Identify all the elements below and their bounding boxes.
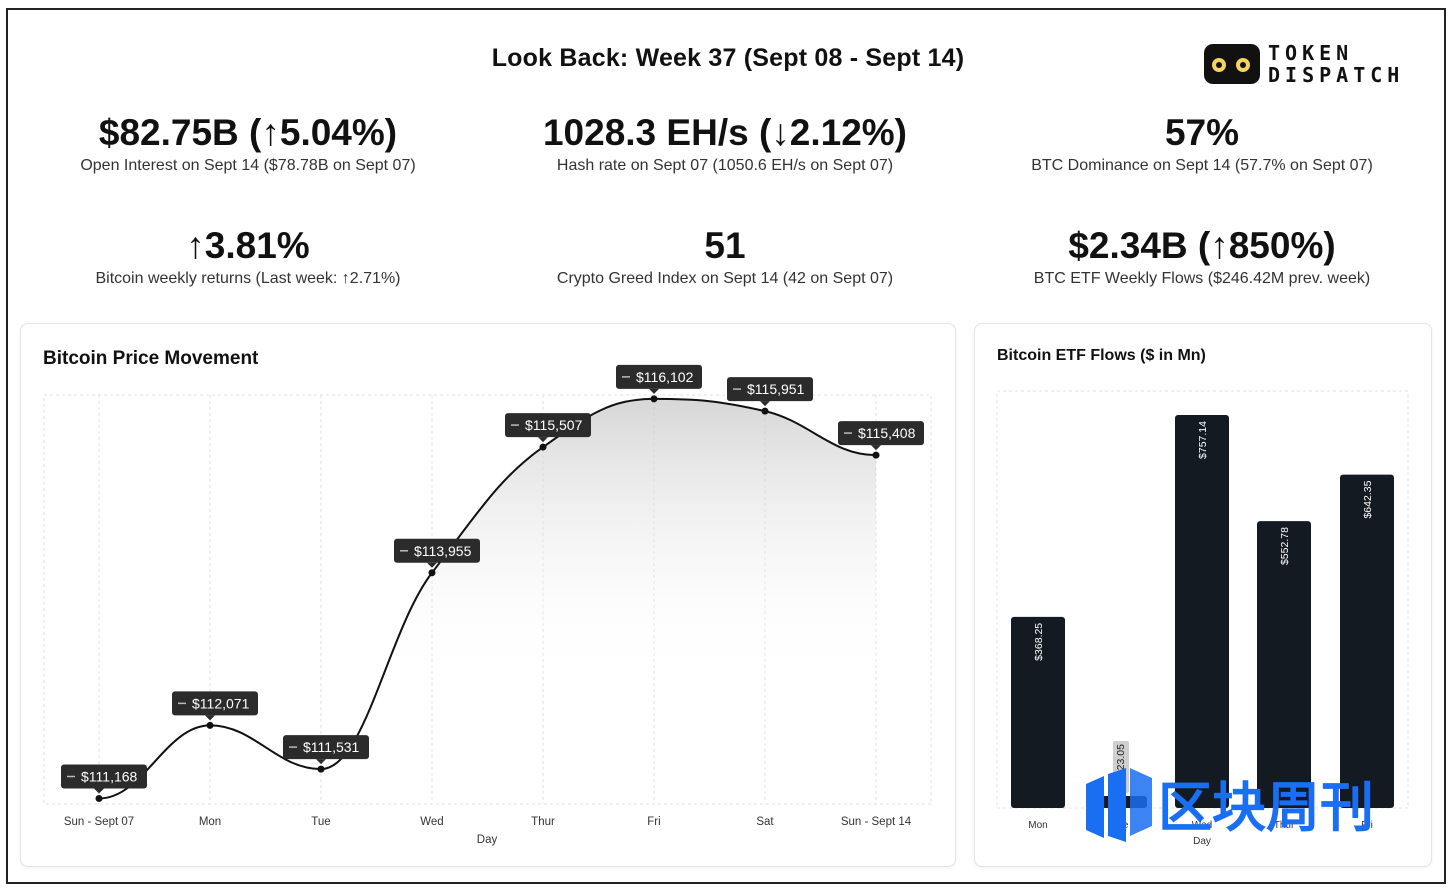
price-point xyxy=(650,395,658,403)
price-tooltip: $111,531 xyxy=(283,735,369,765)
tooltip-pointer xyxy=(316,759,326,765)
price-point xyxy=(317,765,325,773)
x-tick-label: Thur xyxy=(1274,820,1295,831)
stat-greed-index: 51 Crypto Greed Index on Sept 14 (42 on … xyxy=(495,225,955,289)
price-area-fill xyxy=(99,398,876,804)
bar-data-label: $642.35 xyxy=(1362,480,1374,518)
watermark-logo-icon: 区块周刊 xyxy=(1086,768,1374,842)
tooltip-pointer xyxy=(538,437,548,443)
x-tick-label: Fri xyxy=(1361,820,1373,831)
tooltip-pointer xyxy=(649,388,659,394)
stat-value: $82.75B (↑5.04%) xyxy=(98,112,398,153)
stat-weekly-returns: ↑3.81% Bitcoin weekly returns (Last week… xyxy=(18,225,478,289)
x-tick-label: Mon xyxy=(199,816,221,828)
tooltip-box xyxy=(172,691,258,716)
etf-bar xyxy=(1340,474,1394,808)
tooltip-pointer xyxy=(205,715,215,721)
tooltip-box xyxy=(394,538,480,563)
x-tick-label: Sun - Sept 14 xyxy=(841,816,912,828)
token-dispatch-logo: TOKEN DISPATCH xyxy=(1204,42,1430,88)
x-tick-label: Sun - Sept 07 xyxy=(64,816,134,828)
tooltip-box xyxy=(61,764,147,789)
stat-value: $2.34B (↑850%) xyxy=(1068,225,1336,266)
stat-label: Open Interest on Sept 14 ($78.78B on Sep… xyxy=(80,157,416,174)
bar-data-label: $368.25 xyxy=(1033,623,1045,661)
price-data-label: $116,102 xyxy=(636,369,694,385)
tooltip-box xyxy=(283,735,369,760)
tooltip-pointer xyxy=(427,562,437,568)
x-tick-label: Sat xyxy=(756,816,774,828)
price-tooltip: $115,408 xyxy=(838,421,924,451)
price-data-label: $111,168 xyxy=(81,768,138,784)
tooltip-box xyxy=(727,377,813,402)
x-tick-label: Fri xyxy=(647,816,660,828)
price-line xyxy=(98,397,877,800)
tooltip-pointer xyxy=(871,445,881,451)
watermark: 区块周刊 xyxy=(1082,764,1442,844)
tooltip-box xyxy=(505,413,591,438)
stat-value: ↑3.81% xyxy=(186,225,310,266)
price-data-label: $115,507 xyxy=(525,417,583,433)
stat-value: 1028.3 EH/s (↓2.12%) xyxy=(542,112,908,153)
x-tick-label: Wed xyxy=(1192,820,1212,831)
price-point xyxy=(539,443,547,451)
stat-value: 57% xyxy=(1164,112,1240,153)
price-data-label: $115,408 xyxy=(858,425,916,441)
price-data-label: $111,531 xyxy=(303,739,360,755)
price-point xyxy=(872,451,880,459)
watermark-text: 区块周刊 xyxy=(1158,776,1374,839)
price-point xyxy=(428,569,436,577)
price-data-label: $112,071 xyxy=(192,695,250,711)
tooltip-box xyxy=(616,364,702,389)
stat-label: Hash rate on Sept 07 (1050.6 EH/s on Sep… xyxy=(556,157,894,174)
bar-data-label: $552.78 xyxy=(1279,527,1291,565)
etf-bar xyxy=(1257,521,1311,808)
logo-face-icon xyxy=(1204,44,1260,84)
x-tick-label: Thur xyxy=(531,816,555,828)
price-point xyxy=(206,721,214,729)
stat-label: BTC ETF Weekly Flows ($246.42M prev. wee… xyxy=(1033,270,1371,287)
stat-btc-dominance: 57% BTC Dominance on Sept 14 (57.7% on S… xyxy=(972,112,1432,176)
price-tooltip: $113,955 xyxy=(394,538,480,568)
etf-bar xyxy=(1175,415,1229,808)
etf-chart-title: Bitcoin ETF Flows ($ in Mn) xyxy=(997,347,1206,364)
price-tooltip: $116,102 xyxy=(616,364,702,394)
bar-data-label: $757.14 xyxy=(1197,421,1209,459)
price-data-label: $113,955 xyxy=(414,543,472,559)
tooltip-pointer xyxy=(94,788,104,794)
price-tooltip: $112,071 xyxy=(172,691,258,721)
logo-text: TOKEN DISPATCH xyxy=(1268,41,1405,87)
x-axis-label: Day xyxy=(477,834,498,846)
tooltip-box xyxy=(838,421,924,446)
x-axis-label: Day xyxy=(1193,836,1211,847)
etf-bar xyxy=(1011,616,1065,808)
stat-etf-flows: $2.34B (↑850%) BTC ETF Weekly Flows ($24… xyxy=(972,225,1432,289)
stat-value: 51 xyxy=(704,225,746,266)
x-tick-label: Wed xyxy=(420,816,443,828)
price-tooltip: $111,168 xyxy=(61,764,147,794)
page-title: Look Back: Week 37 (Sept 08 - Sept 14) xyxy=(491,44,965,72)
price-point xyxy=(761,407,769,415)
stat-label: Bitcoin weekly returns (Last week: ↑2.71… xyxy=(95,270,401,287)
x-tick-label: Mon xyxy=(1028,820,1047,831)
price-data-label: $115,951 xyxy=(747,381,805,397)
stat-label: Crypto Greed Index on Sept 14 (42 on Sep… xyxy=(556,270,894,287)
x-tick-label: Tue xyxy=(311,816,330,828)
price-tooltip: $115,507 xyxy=(505,413,591,443)
bar-data-label: $23.05 xyxy=(1115,744,1127,776)
price-tooltip: $115,951 xyxy=(727,377,813,407)
stat-open-interest: $82.75B (↑5.04%) Open Interest on Sept 1… xyxy=(18,112,478,176)
stat-hash-rate: 1028.3 EH/s (↓2.12%) Hash rate on Sept 0… xyxy=(495,112,955,176)
price-point xyxy=(95,794,103,802)
stat-label: BTC Dominance on Sept 14 (57.7% on Sept … xyxy=(1031,157,1373,174)
price-chart-title: Bitcoin Price Movement xyxy=(43,348,259,369)
tooltip-pointer xyxy=(760,401,770,407)
